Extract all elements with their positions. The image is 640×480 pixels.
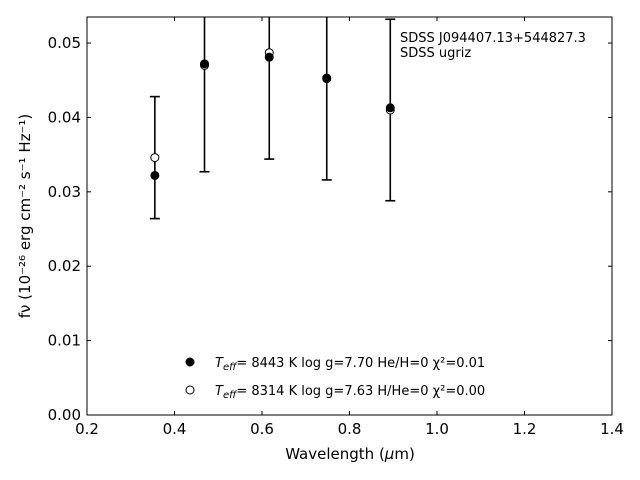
y-tick-label: 0.04: [48, 108, 81, 126]
data-point-filled: [322, 73, 332, 83]
y-tick-label: 0.02: [48, 257, 81, 275]
legend-marker-open: [185, 385, 195, 395]
data-point-open: [150, 153, 160, 163]
y-axis-title: fν (10⁻²⁶ erg cm⁻² s⁻¹ Hz⁻¹): [16, 114, 34, 319]
x-tick-label: 0.4: [163, 420, 187, 438]
data-point-filled: [385, 103, 395, 113]
y-tick-label: 0.01: [48, 332, 81, 350]
legend: Teff= 8443 K log g=7.70 He/H=0 χ²=0.01 Te…: [185, 356, 485, 401]
legend-label: Teff= 8443 K log g=7.70 He/H=0 χ²=0.01: [215, 356, 485, 373]
plot-frame: [86, 16, 613, 416]
data-point-filled: [150, 170, 160, 180]
x-tick-label: 1.0: [425, 420, 449, 438]
legend-label: Teff= 8314 K log g=7.63 H/He=0 χ²=0.00: [215, 384, 485, 401]
legend-marker-filled: [185, 357, 195, 367]
x-tick-label: 0.2: [75, 420, 99, 438]
y-tick-label: 0.00: [48, 406, 81, 424]
y-tick-label: 0.05: [48, 34, 81, 52]
x-axis-title: Wavelength (μm): [285, 445, 415, 463]
annotation-filter-set: SDSS ugriz: [400, 46, 471, 61]
annotation-object-name: SDSS J094407.13+544827.3: [400, 31, 586, 46]
x-tick-label: 1.4: [600, 420, 624, 438]
x-tick-label: 0.6: [250, 420, 274, 438]
x-tick-label: 1.2: [513, 420, 537, 438]
plot-layer: 0.2 0.4 0.6 0.8 1.0 1.2 1.4 0.00 0.01 0.02 0.03 0.0…: [48, 17, 624, 438]
x-tick-label: 0.8: [338, 420, 362, 438]
data-point-filled: [200, 59, 210, 69]
data-point-filled: [264, 52, 274, 62]
y-tick-label: 0.03: [48, 183, 81, 201]
